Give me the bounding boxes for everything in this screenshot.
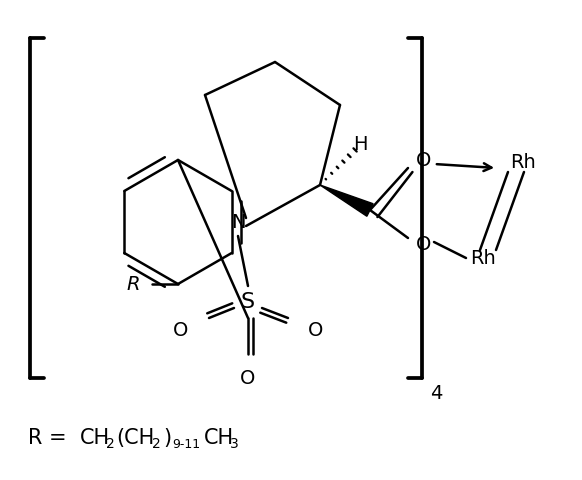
Text: R: R xyxy=(126,275,140,293)
Text: O: O xyxy=(173,321,189,339)
Text: CH: CH xyxy=(204,428,234,448)
Text: N: N xyxy=(230,213,245,231)
Text: O: O xyxy=(308,321,324,339)
Text: S: S xyxy=(241,292,255,312)
Text: Rh: Rh xyxy=(510,153,536,171)
Text: 4: 4 xyxy=(430,384,442,403)
Text: 2: 2 xyxy=(152,437,161,451)
Text: (CH: (CH xyxy=(116,428,154,448)
Text: R =: R = xyxy=(28,428,73,448)
Text: CH: CH xyxy=(80,428,110,448)
Text: O: O xyxy=(240,369,255,387)
Text: O: O xyxy=(416,235,432,253)
Text: 3: 3 xyxy=(230,437,239,451)
Text: O: O xyxy=(416,151,432,169)
Text: 9-11: 9-11 xyxy=(172,437,200,451)
Text: 2: 2 xyxy=(106,437,115,451)
Text: ): ) xyxy=(163,428,171,448)
Text: Rh: Rh xyxy=(470,249,496,267)
Text: H: H xyxy=(353,135,367,155)
Polygon shape xyxy=(320,185,373,216)
